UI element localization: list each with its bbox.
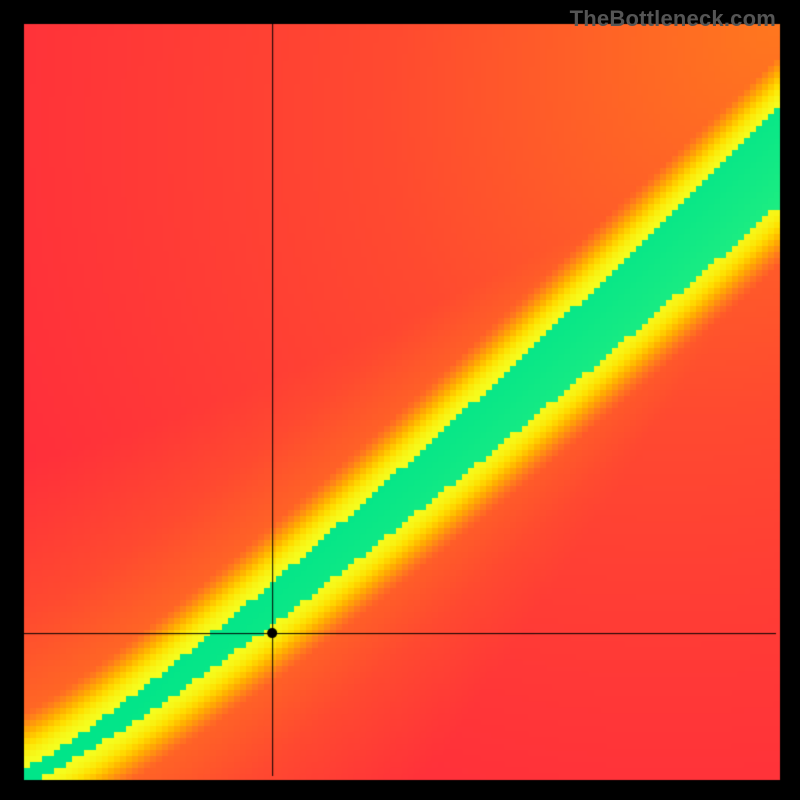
chart-container: { "watermark": { "text": "TheBottleneck.… bbox=[0, 0, 800, 800]
watermark-text: TheBottleneck.com bbox=[570, 6, 776, 32]
bottleneck-heatmap bbox=[0, 0, 800, 800]
